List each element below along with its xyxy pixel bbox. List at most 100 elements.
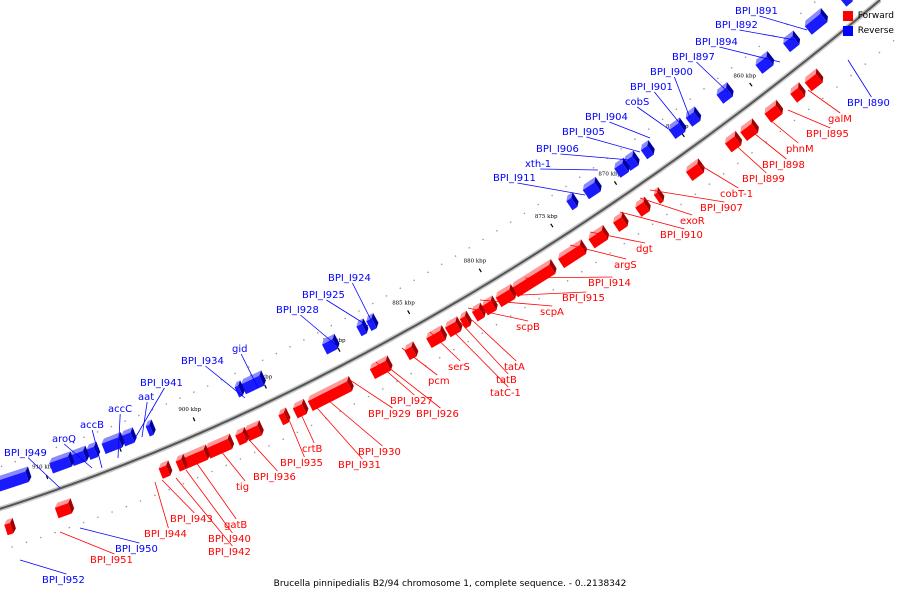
forward-gene-leader: [349, 379, 393, 409]
scale-tick: [119, 447, 122, 452]
forward-gene-leader: [467, 307, 529, 322]
forward-gene-leader: [284, 409, 305, 458]
reverse-gene-leader: [696, 61, 729, 93]
forward-gene-leader: [383, 363, 441, 409]
reverse-gene-block: [322, 333, 340, 355]
scale-tick: [681, 133, 685, 138]
forward-gene-label: tig: [236, 482, 249, 493]
guide-dot: [69, 441, 71, 444]
guide-dot: [289, 346, 291, 348]
guide-dot: [467, 340, 469, 343]
reverse-gene-block: [241, 370, 266, 395]
forward-gene-block: [804, 68, 824, 92]
scale-tick-label: 910 kbp: [32, 465, 55, 471]
forward-gene-block: [790, 82, 806, 103]
guide-dot: [634, 138, 636, 140]
forward-gene-label: BPI_I898: [762, 160, 805, 171]
forward-gene-block: [307, 375, 354, 412]
legend-reverse-label: Reverse: [857, 25, 894, 36]
guide-dot: [661, 118, 664, 121]
forward-gene-block: [588, 224, 610, 249]
legend-forward-label: Forward: [857, 10, 894, 21]
scale-tick-label: 875 kbp: [535, 214, 558, 220]
forward-gene-label: BPI_I926: [416, 409, 459, 420]
forward-gene-block: [175, 453, 188, 472]
guide-dot: [54, 531, 56, 534]
reverse-gene-label: accC: [108, 404, 132, 415]
forward-gene-label: BPI_I940: [208, 534, 251, 545]
guide-dot: [722, 173, 725, 175]
forward-gene-leader: [241, 431, 278, 472]
legend-reverse: Reverse: [842, 23, 894, 38]
forward-gene-label: BPI_I929: [368, 409, 411, 420]
reverse-gene-leader: [205, 365, 246, 399]
reverse-gene-label: BPI_I890: [847, 98, 890, 109]
guide-dot: [225, 464, 227, 467]
guide-dot: [316, 332, 319, 334]
forward-gene-label: phnM: [786, 144, 814, 155]
forward-gene-block: [292, 398, 309, 419]
scale-tick: [478, 268, 482, 273]
forward-gene-block: [613, 211, 629, 232]
reverse-gene-label: BPI_I901: [630, 82, 673, 93]
guide-dot: [28, 456, 30, 458]
guide-dot: [382, 388, 384, 390]
guide-dot: [125, 505, 128, 508]
reverse-gene-block: [582, 176, 602, 200]
guide-dot: [206, 385, 209, 387]
guide-dot: [303, 339, 305, 341]
guide-dot: [565, 185, 567, 188]
reverse-gene-block: [101, 432, 125, 454]
guide-dot: [154, 494, 156, 497]
reverse-gene-leader: [586, 136, 641, 153]
backbone: [0, 0, 881, 510]
forward-gene-leader: [699, 164, 739, 189]
forward-gene-block: [244, 420, 264, 442]
guide-dot: [836, 86, 838, 88]
forward-gene-block: [558, 239, 588, 269]
guide-dot: [111, 511, 113, 513]
reverse-gene-block: [145, 419, 156, 437]
forward-gene-leader: [447, 325, 509, 388]
reverse-gene-leader: [759, 15, 808, 31]
forward-gene-block: [764, 99, 784, 123]
guide-dot: [822, 97, 824, 100]
reverse-gene-leader: [739, 29, 796, 41]
forward-gene-leader: [309, 399, 363, 460]
guide-dot: [139, 500, 142, 502]
reverse-gene-leader: [117, 413, 121, 459]
guide-dot: [537, 203, 539, 206]
guide-dot: [440, 263, 443, 266]
scale-tick: [192, 417, 196, 422]
reverse-gene-block: [86, 441, 101, 460]
forward-gene-block: [653, 186, 665, 204]
reverse-gene-leader: [63, 443, 93, 469]
forward-gene-leader: [787, 109, 831, 129]
guide-dot: [282, 438, 285, 441]
forward-gene-leader: [195, 461, 237, 520]
guide-dot: [296, 431, 299, 434]
scale-tick-label: 880 kbp: [464, 259, 487, 265]
legend-forward-swatch: [842, 10, 853, 21]
guide-dot: [623, 242, 626, 245]
guide-dot: [592, 167, 595, 169]
scale-tick: [407, 310, 411, 315]
forward-gene-label: BPI_I914: [588, 278, 631, 289]
reverse-gene-block: [716, 82, 734, 104]
guide-dot: [737, 162, 739, 165]
guide-dot: [800, 12, 802, 15]
reverse-gene-label: BPI_I892: [715, 20, 758, 31]
guide-dot: [496, 230, 498, 232]
guide-dot: [82, 521, 85, 524]
forward-gene-leader: [589, 231, 646, 244]
guide-dot: [124, 420, 126, 422]
guide-dot: [581, 270, 583, 273]
reverse-gene-block: [669, 117, 687, 139]
guide-dot: [578, 176, 581, 178]
reverse-gene-label: BPI_I934: [181, 356, 224, 367]
forward-gene-block: [158, 460, 173, 479]
forward-gene-label: BPI_I927: [390, 396, 433, 407]
guide-dot: [413, 279, 415, 282]
scale-tick-label: 900 kbp: [178, 407, 201, 413]
reverse-gene-leader: [560, 153, 631, 161]
